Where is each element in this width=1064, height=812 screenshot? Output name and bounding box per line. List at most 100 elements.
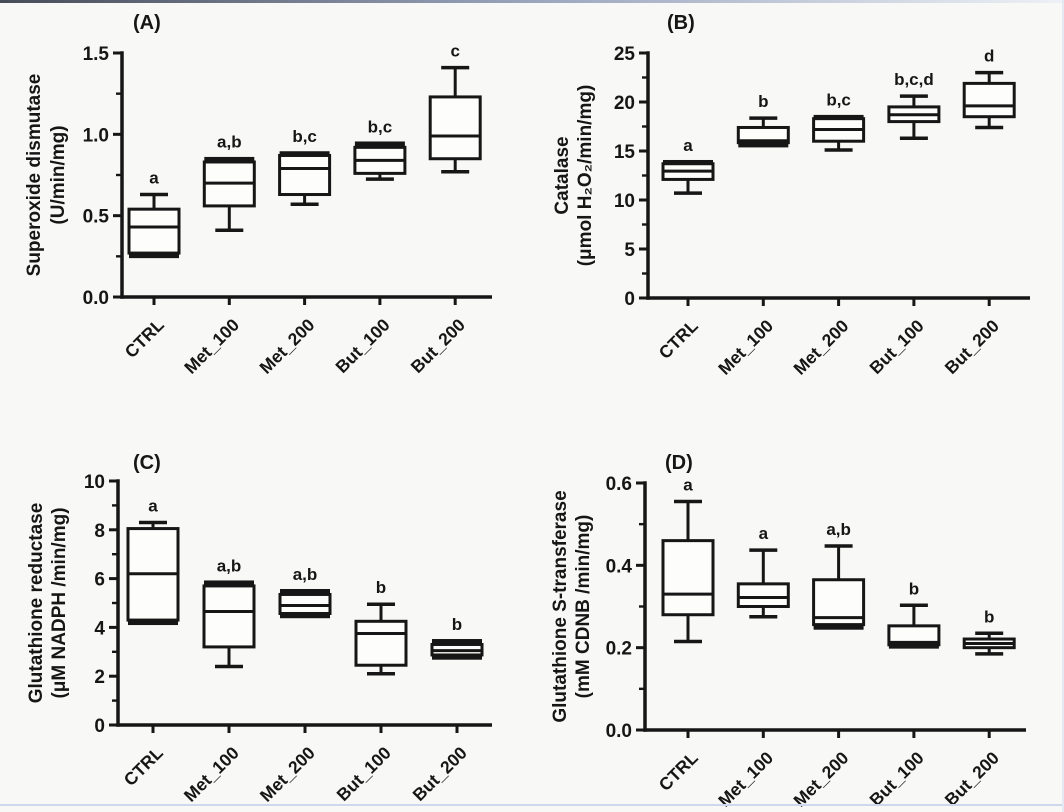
category-label: CTRL [655, 747, 702, 794]
significance-label: a [148, 496, 158, 515]
boxplot-svg-a: 0.0 0.5 1.0 1.5 (A) Superoxide dismutase (U/mi… [24, 12, 492, 378]
boxplot-svg-c: 0 2 4 6 8 10 (C) Glutathione reductase (μM NADPH… [26, 452, 492, 806]
y-axis-title-line: Glutathione reductase [26, 503, 47, 704]
iqr-box [736, 125, 790, 145]
upper-whisker-cap [432, 639, 482, 647]
y-tick-label: 0.0 [83, 288, 109, 309]
box-group-But_100 [887, 603, 941, 649]
category-label: CTRL [120, 742, 167, 789]
upper-whisker-cap [280, 589, 330, 597]
y-axis-title-line: (μM NADPH /min/mg) [49, 507, 70, 698]
boxplot-svg-d: 0.0 0.2 0.4 0.6 (D) Glutathione S-transferase… [550, 452, 1026, 811]
significance-label: b,c,d [894, 70, 934, 89]
upper-whisker-cap [354, 141, 405, 150]
y-tick-label: 1.0 [83, 125, 109, 146]
iqr-box [127, 207, 181, 255]
significance-label: b [452, 615, 462, 634]
top-edge-line [0, 0, 1064, 3]
upper-whisker-cap [204, 156, 255, 164]
y-tick-label: 0.4 [606, 556, 633, 577]
lower-whisker-cap [128, 618, 178, 626]
significance-label: c [450, 42, 459, 61]
box-group-Met_100 [736, 116, 790, 148]
panel-label: (B) [667, 12, 695, 34]
box-group-Met_100 [202, 156, 256, 233]
iqr-box [202, 584, 256, 649]
category-label: But_200 [407, 315, 469, 377]
y-tick-label: 0 [624, 289, 635, 310]
box-group-Met_200 [278, 589, 332, 619]
lower-whisker-cap [129, 251, 179, 259]
significance-label: a [759, 524, 769, 543]
y-tick-label: 0.6 [606, 474, 632, 495]
y-tick-label: 20 [614, 93, 635, 114]
iqr-box [428, 95, 482, 161]
panel-label: (D) [665, 452, 693, 474]
category-label: But_100 [865, 748, 927, 810]
y-tick-label: 10 [614, 191, 635, 212]
significance-label: d [984, 47, 994, 66]
panel-C-glutathione-reductase: 0 2 4 6 8 10 (C) Glutathione reductase (μM NADPH… [0, 406, 532, 812]
box-group-But_100 [354, 602, 408, 676]
upper-whisker-cap [204, 580, 254, 588]
y-axis-title-line: (μmol H₂O₂/min/mg) [575, 85, 596, 267]
category-label: Met_200 [255, 315, 318, 378]
y-axis-title-line: Superoxide dismutase [24, 74, 45, 277]
panel-D-glutathione-s-transferase: 0.0 0.2 0.4 0.6 (D) Glutathione S-transferase… [532, 406, 1064, 812]
y-tick-label: 5 [624, 240, 635, 261]
significance-label: b,c [292, 127, 317, 146]
bottom-edge-line [0, 804, 1064, 806]
box-group-But_100 [353, 141, 407, 181]
category-label: But_100 [865, 316, 927, 378]
box-group-CTRL [661, 499, 715, 644]
box-group-Met_100 [202, 580, 256, 669]
significance-label: b,c [368, 117, 393, 136]
box-group-Met_100 [736, 548, 790, 619]
iqr-box [887, 624, 941, 647]
category-label: CTRL [121, 314, 168, 361]
y-axis-title-line: Catalase [552, 136, 573, 214]
iqr-box [962, 81, 1016, 119]
iqr-box [354, 619, 408, 667]
category-label: Met_200 [256, 743, 319, 806]
panel-label: (C) [133, 452, 161, 474]
box-group-But_100 [887, 94, 941, 141]
category-label: Met_200 [789, 316, 852, 379]
y-tick-label: 0.2 [606, 639, 632, 660]
significance-label: b [758, 92, 768, 111]
significance-label: a,b [217, 556, 242, 575]
y-tick-label: 8 [94, 521, 105, 542]
panel-A-superoxide-dismutase: 0.0 0.5 1.0 1.5 (A) Superoxide dismutase (U/mi… [0, 0, 532, 406]
category-label: But_200 [941, 316, 1003, 378]
category-label: Met_200 [789, 748, 852, 811]
significance-label: a,b [293, 565, 318, 584]
iqr-box [278, 153, 332, 197]
significance-label: a [683, 476, 693, 495]
y-tick-label: 15 [614, 142, 636, 163]
category-label: But_100 [331, 315, 393, 377]
y-tick-label: 6 [94, 570, 105, 591]
box-group-Met_200 [278, 151, 332, 207]
box-group-Met_200 [812, 114, 866, 152]
significance-label: b,c [826, 91, 851, 110]
box-group-CTRL [126, 520, 180, 626]
box-group-Met_200 [812, 544, 866, 630]
significance-label: b [376, 578, 386, 597]
iqr-box [736, 582, 790, 609]
box-group-But_200 [962, 70, 1016, 130]
iqr-box [661, 539, 715, 617]
category-label: But_200 [409, 743, 471, 805]
box-group-But_200 [428, 65, 482, 174]
category-label: CTRL [655, 315, 702, 362]
boxplot-svg-b: 0 5 10 15 20 25 (B) Catalase (μmol H₂O₂/min/mg) C… [552, 12, 1030, 379]
box-group-CTRL [661, 159, 715, 195]
significance-label: b [909, 579, 919, 598]
right-edge-line [1062, 0, 1064, 812]
box-group-But_200 [430, 639, 484, 660]
category-label: But_100 [333, 743, 395, 805]
box-group-But_200 [962, 631, 1016, 656]
lower-whisker-cap [813, 622, 864, 630]
significance-label: a,b [217, 133, 242, 152]
y-tick-label: 0.5 [83, 207, 110, 228]
